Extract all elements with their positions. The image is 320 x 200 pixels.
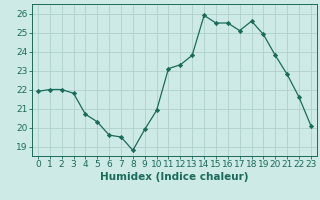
X-axis label: Humidex (Indice chaleur): Humidex (Indice chaleur) — [100, 172, 249, 182]
